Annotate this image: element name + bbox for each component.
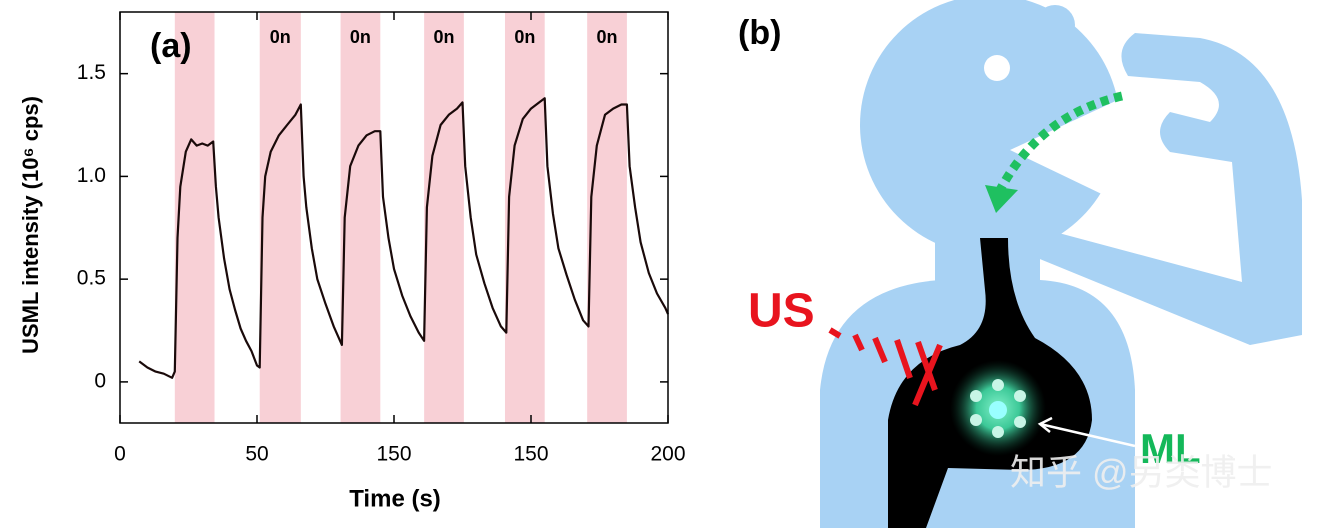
head [860,0,1120,255]
head-knob [1035,5,1075,45]
y-tick-label: 0 [94,369,106,392]
x-tick-label: 0 [114,443,126,466]
on-band [504,12,545,423]
band-label: 0n [514,27,535,47]
ultrasound-waves [828,327,943,407]
particle-dots [970,379,1026,438]
ingest-arrow [996,91,1124,193]
y-tick-label: 0.5 [77,267,106,290]
mouth [1010,92,1135,210]
data-line [138,97,670,379]
on-band [587,12,627,423]
x-axis-label: Time (s) [349,485,441,512]
x-tick-label: 150 [376,443,411,466]
us-label: US [748,285,815,338]
x-tick-label: 150 [513,443,548,466]
ml-label: ML [1140,425,1201,472]
x-tick-label: 50 [245,443,268,466]
x-tick-label: 200 [650,443,685,466]
y-tick-label: 1.0 [77,164,106,187]
pointer-arrow [1039,422,1136,448]
watermark: 知乎 @另类博士 [1010,452,1273,493]
band-label: 0n [350,27,371,47]
pointer-head [1037,416,1053,433]
y-tick-label: 1.5 [77,61,106,84]
eye [984,55,1010,81]
diagram-b: (b) US ML 知乎 @另类博士 [738,0,1302,528]
y-axis-label: USML intensity (10⁶ cps) [18,96,43,354]
band-label: 0n [270,27,291,47]
panel-label: (a) [150,27,192,65]
on-band [259,12,301,423]
ingest-arrow-head [985,185,1018,213]
panel-label: (b) [738,14,781,52]
arm [1030,33,1302,345]
on-band [174,12,215,423]
band-label: 0n [433,27,454,47]
on-band [340,12,381,423]
on-band [424,12,464,423]
band-label: 0n [597,27,618,47]
chart-a: 0n 0n 0n 0n 0n 0 0.5 1.0 1.5 0 50 150 150 200 [77,11,686,466]
